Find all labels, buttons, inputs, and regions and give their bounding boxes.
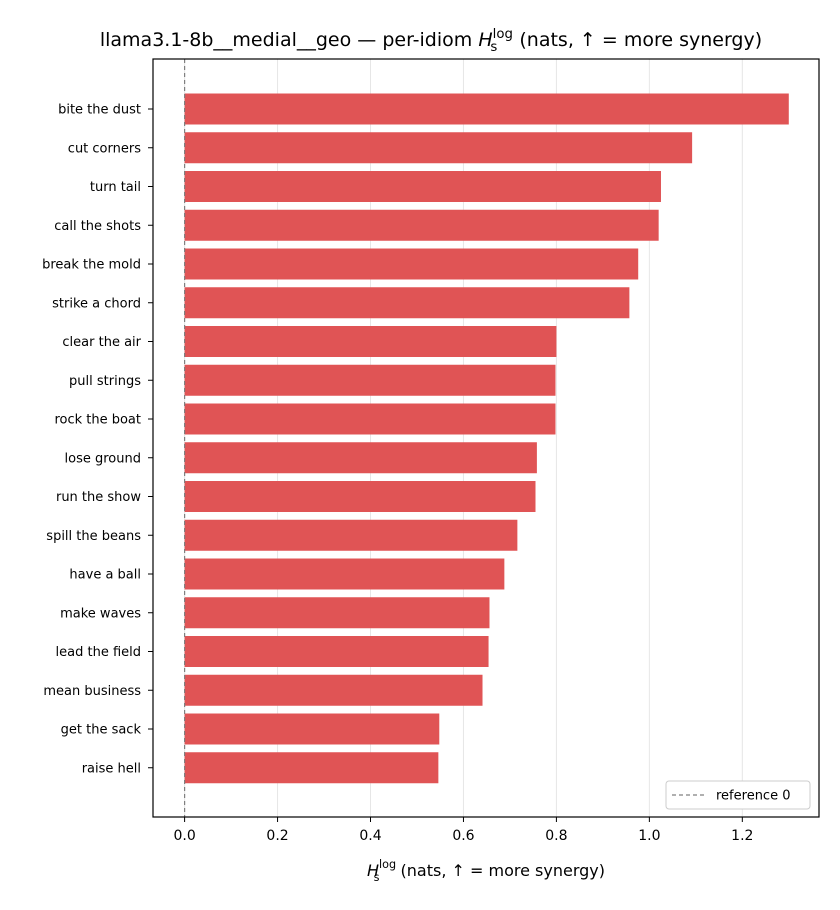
bar-mean-business <box>184 674 483 706</box>
bar-run-the-show <box>184 481 536 512</box>
category-label: break the mold <box>42 258 141 273</box>
bar-have-a-ball <box>184 558 505 590</box>
label-subscript: s <box>374 871 380 884</box>
x-axis-ticks: 0.0 0.2 0.4 0.6 0.8 1.0 1.2 <box>173 817 753 844</box>
x-tick-label: 0.2 <box>266 828 288 844</box>
bar-lose-ground <box>184 442 537 474</box>
bar-get-the-sack <box>184 713 440 745</box>
category-label: lead the field <box>56 645 141 660</box>
x-tick-label: 1.2 <box>731 828 753 844</box>
category-label: have a ball <box>69 568 141 583</box>
category-label: run the show <box>56 490 141 505</box>
label-symbol: H <box>367 861 379 880</box>
category-label: cut corners <box>68 141 141 156</box>
bar-spill-the-beans <box>184 519 518 551</box>
category-label: strike a chord <box>52 296 141 311</box>
category-label: lose ground <box>65 451 141 466</box>
category-label: raise hell <box>82 761 141 776</box>
bar-call-the-shots <box>184 209 659 241</box>
legend-box <box>665 780 811 810</box>
label-suffix: (nats, ↑ = more synergy) <box>513 29 762 51</box>
category-label: spill the beans <box>46 529 141 544</box>
x-tick-label: 0.8 <box>545 828 567 844</box>
x-tick-label: 0.6 <box>452 828 474 844</box>
bar-clear-the-air <box>184 326 557 357</box>
bar-rock-the-boat <box>184 403 556 435</box>
label-symbol: H <box>478 29 492 51</box>
label-subscript: s <box>490 40 497 55</box>
bar-cut-corners <box>184 132 693 164</box>
legend-entry-label: reference 0 <box>716 789 790 804</box>
bar-break-the-mold <box>184 248 639 280</box>
category-label: turn tail <box>90 180 141 195</box>
category-label: bite the dust <box>58 103 141 118</box>
bar-raise-hell <box>184 752 439 784</box>
y-axis-ticks: bite the dust cut corners turn tail call th… <box>42 103 153 776</box>
label-superscript: log <box>493 27 513 42</box>
legend: reference 0 <box>665 780 811 810</box>
category-label: call the shots <box>54 219 141 234</box>
category-label: rock the boat <box>54 413 141 428</box>
x-tick-label: 0.4 <box>359 828 381 844</box>
category-label: mean business <box>43 684 141 699</box>
label-suffix: (nats, ↑ = more synergy) <box>395 861 605 880</box>
label-prefix: llama3.1-8b__medial__geo — per-idiom <box>100 29 478 51</box>
category-label: pull strings <box>69 374 141 389</box>
bar-pull-strings <box>184 364 556 396</box>
x-tick-label: 0.0 <box>173 828 195 844</box>
bars <box>184 93 789 784</box>
label-superscript: log <box>379 858 396 871</box>
category-label: get the sack <box>61 723 142 738</box>
x-axis-label: Hlog s (nats, ↑ = more synergy) <box>367 858 605 884</box>
bar-lead-the-field <box>184 636 489 667</box>
category-label: make waves <box>60 606 141 621</box>
plot-frame <box>152 58 820 818</box>
bar-bite-the-dust <box>184 93 789 125</box>
bar-turn-tail <box>184 171 661 202</box>
x-tick-label: 1.0 <box>638 828 660 844</box>
bar-strike-a-chord <box>184 287 630 319</box>
bar-make-waves <box>184 597 490 629</box>
category-label: clear the air <box>62 335 141 350</box>
chart-title: llama3.1-8b__medial__geo — per-idiom Hlo… <box>100 27 762 55</box>
